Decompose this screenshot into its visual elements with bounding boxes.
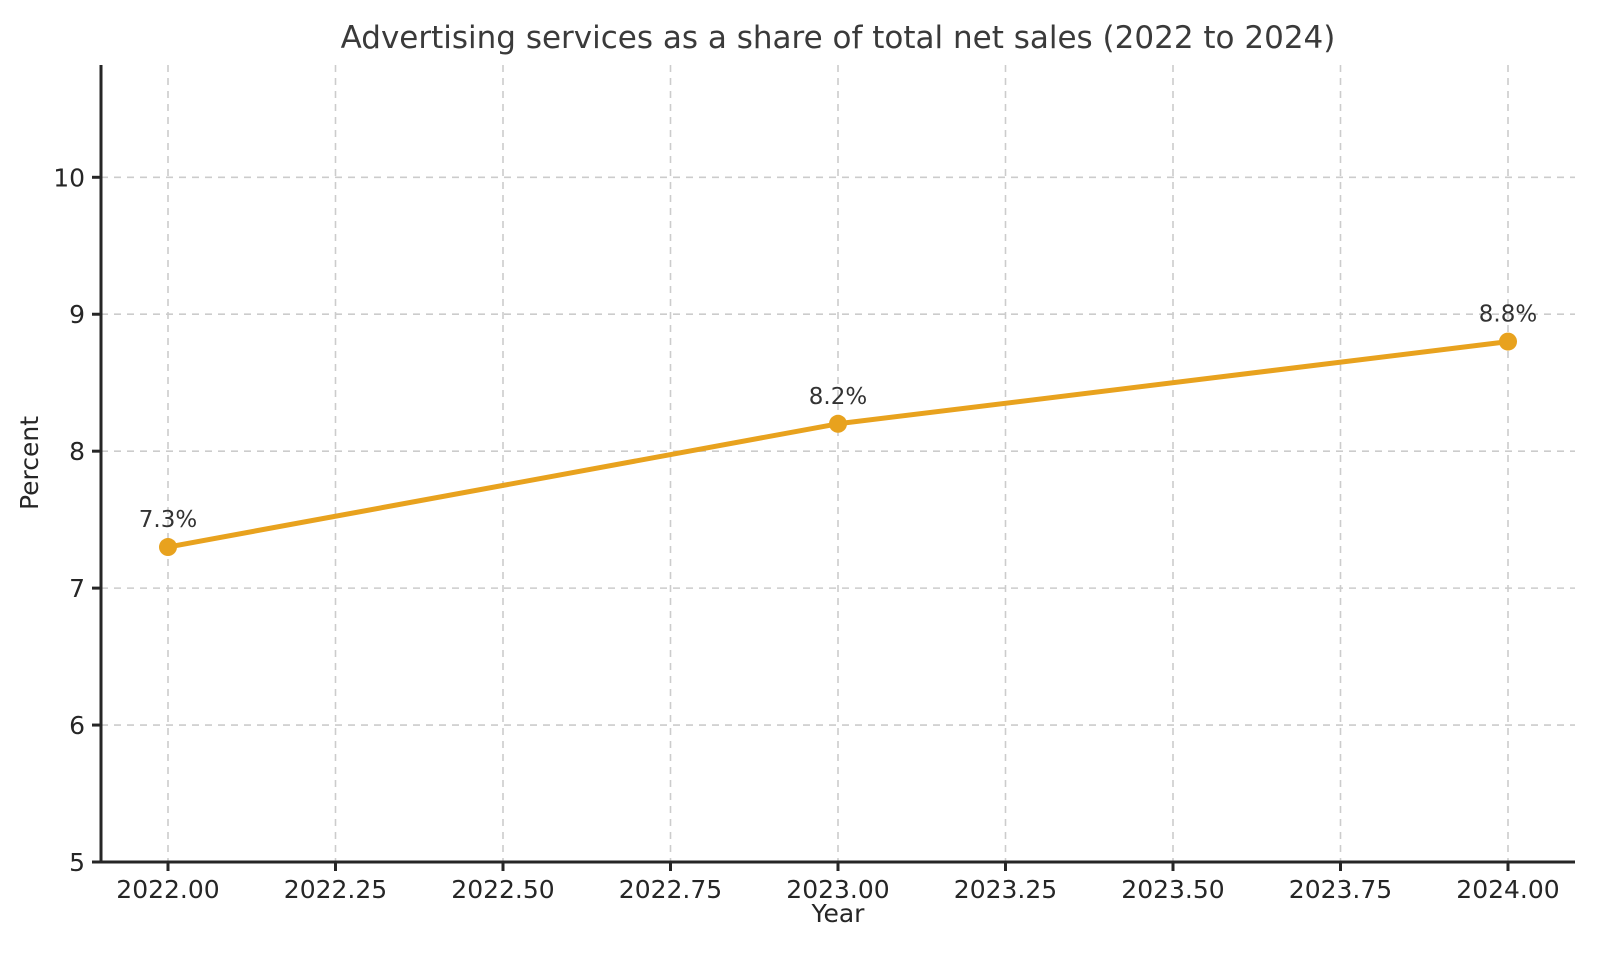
y-tick-label: 6 (69, 711, 85, 740)
y-tick-label: 5 (69, 848, 85, 877)
y-axis-label: Percent (15, 416, 44, 510)
x-tick-label: 2024.00 (1456, 875, 1559, 904)
y-tick-label: 7 (69, 574, 85, 603)
y-tick-label: 10 (53, 163, 85, 192)
y-tick-label: 8 (69, 437, 85, 466)
x-tick-label: 2022.50 (451, 875, 554, 904)
data-point-marker (1499, 332, 1517, 351)
x-axis-label: Year (811, 899, 866, 928)
x-tick-label: 2023.00 (786, 875, 889, 904)
data-point-marker (829, 414, 847, 433)
chart-title: Advertising services as a share of total… (341, 20, 1336, 56)
axis-layer: 2022.00 2022.25 2022.50 2022.75 2023.00 2023.… (53, 65, 1575, 904)
x-tick-label: 2022.00 (116, 875, 219, 904)
x-tick-label: 2023.25 (954, 875, 1057, 904)
data-point-label: 8.8% (1479, 302, 1537, 328)
x-tick-label: 2022.25 (284, 875, 387, 904)
data-point-label: 8.2% (809, 384, 867, 410)
data-point-marker (159, 538, 177, 557)
data-point-label: 7.3% (139, 507, 197, 533)
y-tick-label: 9 (69, 300, 85, 329)
annotation-layer: 7.3% 8.2% 8.8% (139, 302, 1537, 533)
x-tick-label: 2022.75 (619, 875, 722, 904)
grid-layer (101, 65, 1575, 863)
series-layer (159, 332, 1517, 557)
x-tick-label: 2023.75 (1289, 875, 1392, 904)
x-tick-label: 2023.50 (1121, 875, 1224, 904)
